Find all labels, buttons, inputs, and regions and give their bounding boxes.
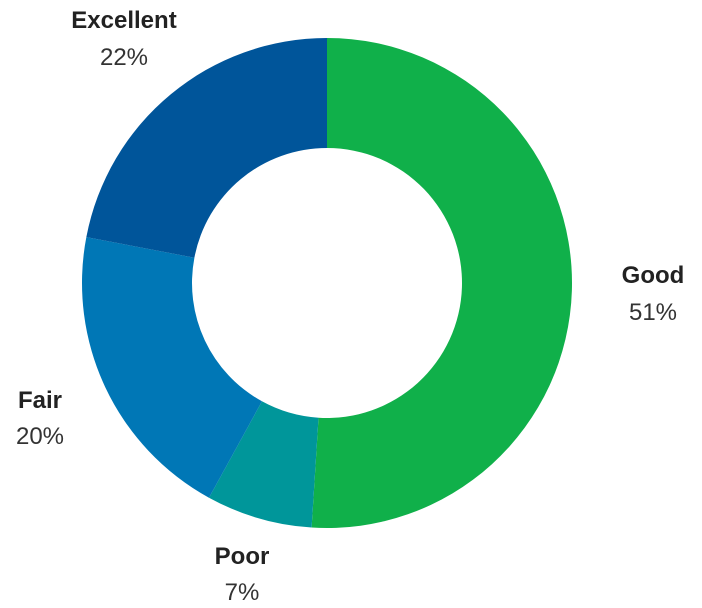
donut-slices <box>82 38 573 528</box>
slice-excellent <box>86 38 327 258</box>
slice-poor <box>208 401 319 528</box>
label-good-percent: 51% <box>629 299 677 326</box>
label-poor-category: Poor <box>215 543 270 570</box>
label-excellent-category: Excellent <box>71 7 176 34</box>
label-poor-percent: 7% <box>225 579 260 606</box>
slice-fair <box>82 237 262 498</box>
slice-good <box>311 38 573 528</box>
label-fair-percent: 20% <box>16 423 64 450</box>
label-good-category: Good <box>622 262 685 289</box>
label-fair-category: Fair <box>18 387 62 414</box>
label-excellent-percent: 22% <box>100 44 148 71</box>
